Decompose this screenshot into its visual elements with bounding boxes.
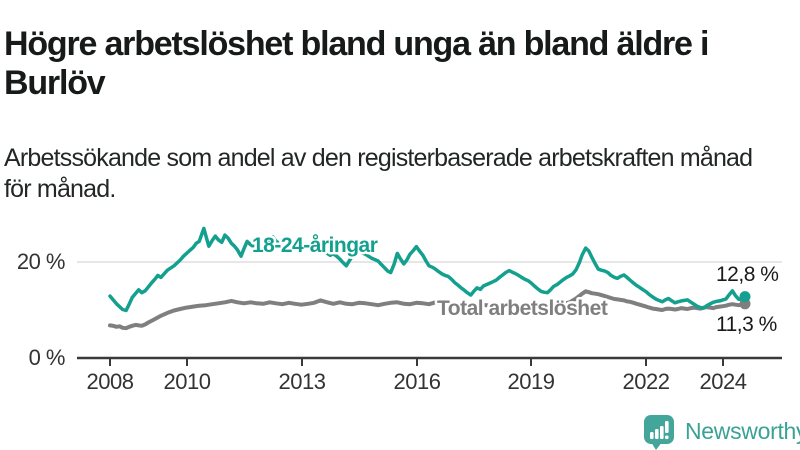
- exclamation-dot: [665, 435, 669, 439]
- bar-chart-icon: [650, 420, 669, 439]
- x-axis-tick-label: 2019: [508, 369, 555, 394]
- series-label-total: Total arbetslöshet: [437, 297, 608, 320]
- end-value-total: 11,3 %: [716, 313, 777, 336]
- series-label-youth: 18-24-åringar: [252, 234, 378, 257]
- end-value-youth: 12,8 %: [716, 263, 778, 286]
- x-axis-tick-label: 2013: [279, 369, 326, 394]
- series-line-total: [108, 289, 747, 331]
- page-title: Högre arbetslöshet bland unga än bland ä…: [4, 24, 709, 102]
- series-line-youth: [108, 226, 747, 313]
- y-axis-tick-label-20: 20 %: [17, 249, 65, 274]
- y-axis-tick-label-0: 0 %: [29, 345, 65, 370]
- x-axis-ticks: [109, 358, 724, 366]
- exclamation-bar: [665, 420, 669, 433]
- end-dot-youth: [739, 291, 751, 303]
- chart-area: 2008 2010 2013 2016 2019 2022 2024 20 % …: [17, 226, 782, 394]
- x-axis-tick-label: 2024: [700, 369, 747, 394]
- x-axis-tick-label: 2022: [623, 369, 670, 394]
- newsworthy-logo-text: Newsworthy: [685, 417, 800, 444]
- logo-bubble: [644, 414, 674, 444]
- x-axis-tick-label: 2010: [164, 369, 211, 394]
- x-axis-tick-label: 2008: [87, 369, 134, 394]
- logo-bubble-tail: [651, 441, 662, 450]
- newsworthy-logo[interactable]: Newsworthy: [642, 412, 800, 450]
- x-axis-tick-label: 2016: [394, 369, 441, 394]
- newsworthy-logo-icon: [644, 414, 674, 450]
- page-subtitle: Arbetssökande som andel av den registerb…: [4, 144, 753, 203]
